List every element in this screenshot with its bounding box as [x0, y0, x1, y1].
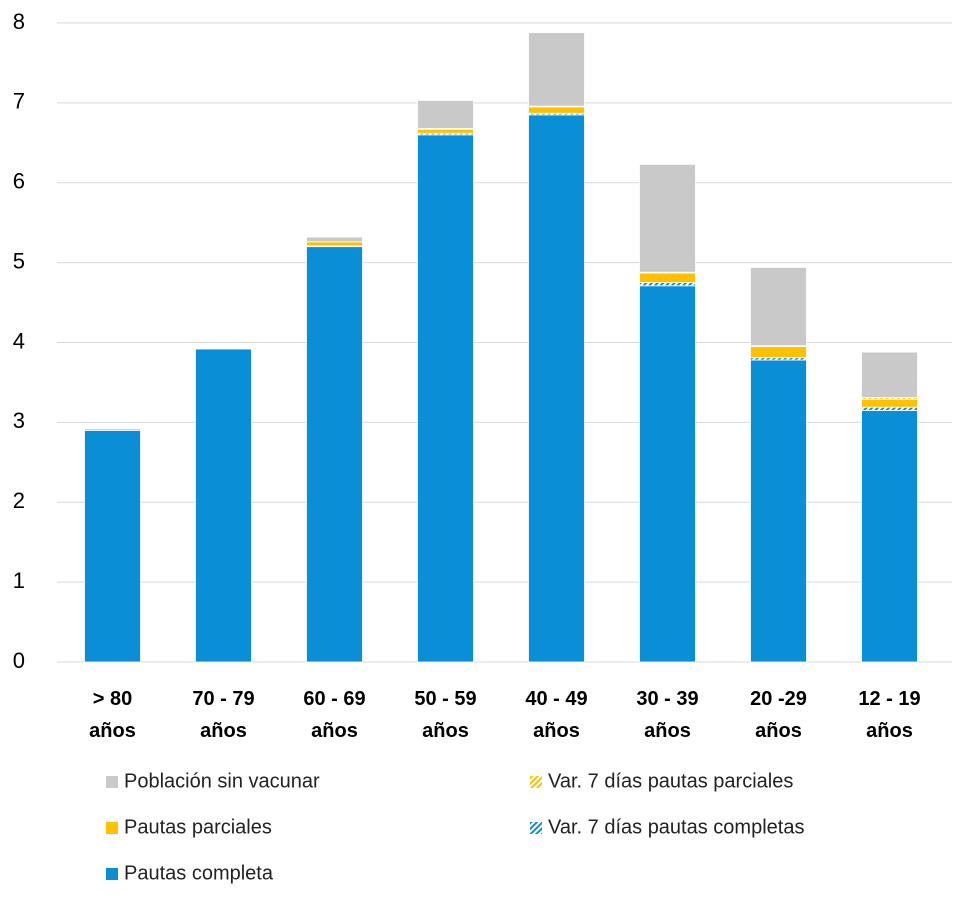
- legend-swatch: [530, 822, 542, 834]
- bar-segment: [528, 114, 585, 663]
- x-tick-label: 12 - 19 años: [858, 688, 920, 742]
- legend-label: Var. 7 días pautas completas: [548, 816, 804, 838]
- bar-segment: [417, 100, 474, 129]
- bar-segment: [306, 236, 363, 243]
- legend-label: Pautas parciales: [124, 816, 272, 838]
- bar-segment: [861, 351, 918, 399]
- legend-swatch: [530, 776, 542, 788]
- bar-segment: [639, 285, 696, 663]
- x-tick-label: 70 - 79 años: [192, 688, 254, 742]
- x-tick-label: 50 - 59 años: [414, 688, 476, 742]
- bar-segment: [528, 106, 585, 114]
- x-tick-label: 40 - 49 años: [525, 688, 587, 742]
- x-tick-label: 20 -29 años: [750, 688, 807, 742]
- x-tick-label: 30 - 39 años: [636, 688, 698, 742]
- bar-segment: [750, 267, 807, 347]
- y-tick-label: 4: [13, 328, 25, 353]
- y-tick-label: 3: [13, 408, 25, 433]
- bar-segment: [861, 409, 918, 663]
- y-tick-label: 1: [13, 568, 25, 593]
- legend-label: Población sin vacunar: [124, 770, 320, 792]
- y-tick-label: 6: [13, 169, 25, 194]
- y-tick-label: 2: [13, 488, 25, 513]
- y-tick-label: 5: [13, 248, 25, 273]
- y-tick-label: 7: [13, 89, 25, 114]
- x-tick-label: > 80 años: [89, 688, 136, 742]
- bar-segment: [861, 398, 918, 408]
- y-tick-label: 0: [13, 648, 25, 673]
- bar-segment: [639, 282, 696, 287]
- bar-segment: [528, 32, 585, 107]
- legend-swatch: [106, 822, 118, 834]
- x-tick-label: 60 - 69 años: [303, 688, 365, 742]
- bar-segment: [639, 272, 696, 283]
- bar-segment: [195, 348, 252, 663]
- bar-segment: [861, 406, 918, 411]
- bar-segment: [417, 128, 474, 134]
- bar-segment: [84, 427, 141, 430]
- bar-segment: [750, 346, 807, 359]
- bar-segment: [195, 347, 252, 350]
- legend-swatch: [106, 868, 118, 880]
- bar-segment: [639, 163, 696, 273]
- y-tick-label: 8: [13, 9, 25, 34]
- legend-label: Var. 7 días pautas parciales: [548, 770, 793, 792]
- bar-segment: [306, 241, 363, 247]
- bar-segment: [417, 134, 474, 663]
- bar-segment: [750, 359, 807, 663]
- legend-swatch: [106, 776, 118, 788]
- bar-segment: [84, 429, 141, 663]
- bar-segment: [306, 246, 363, 663]
- legend-label: Pautas completa: [124, 862, 274, 884]
